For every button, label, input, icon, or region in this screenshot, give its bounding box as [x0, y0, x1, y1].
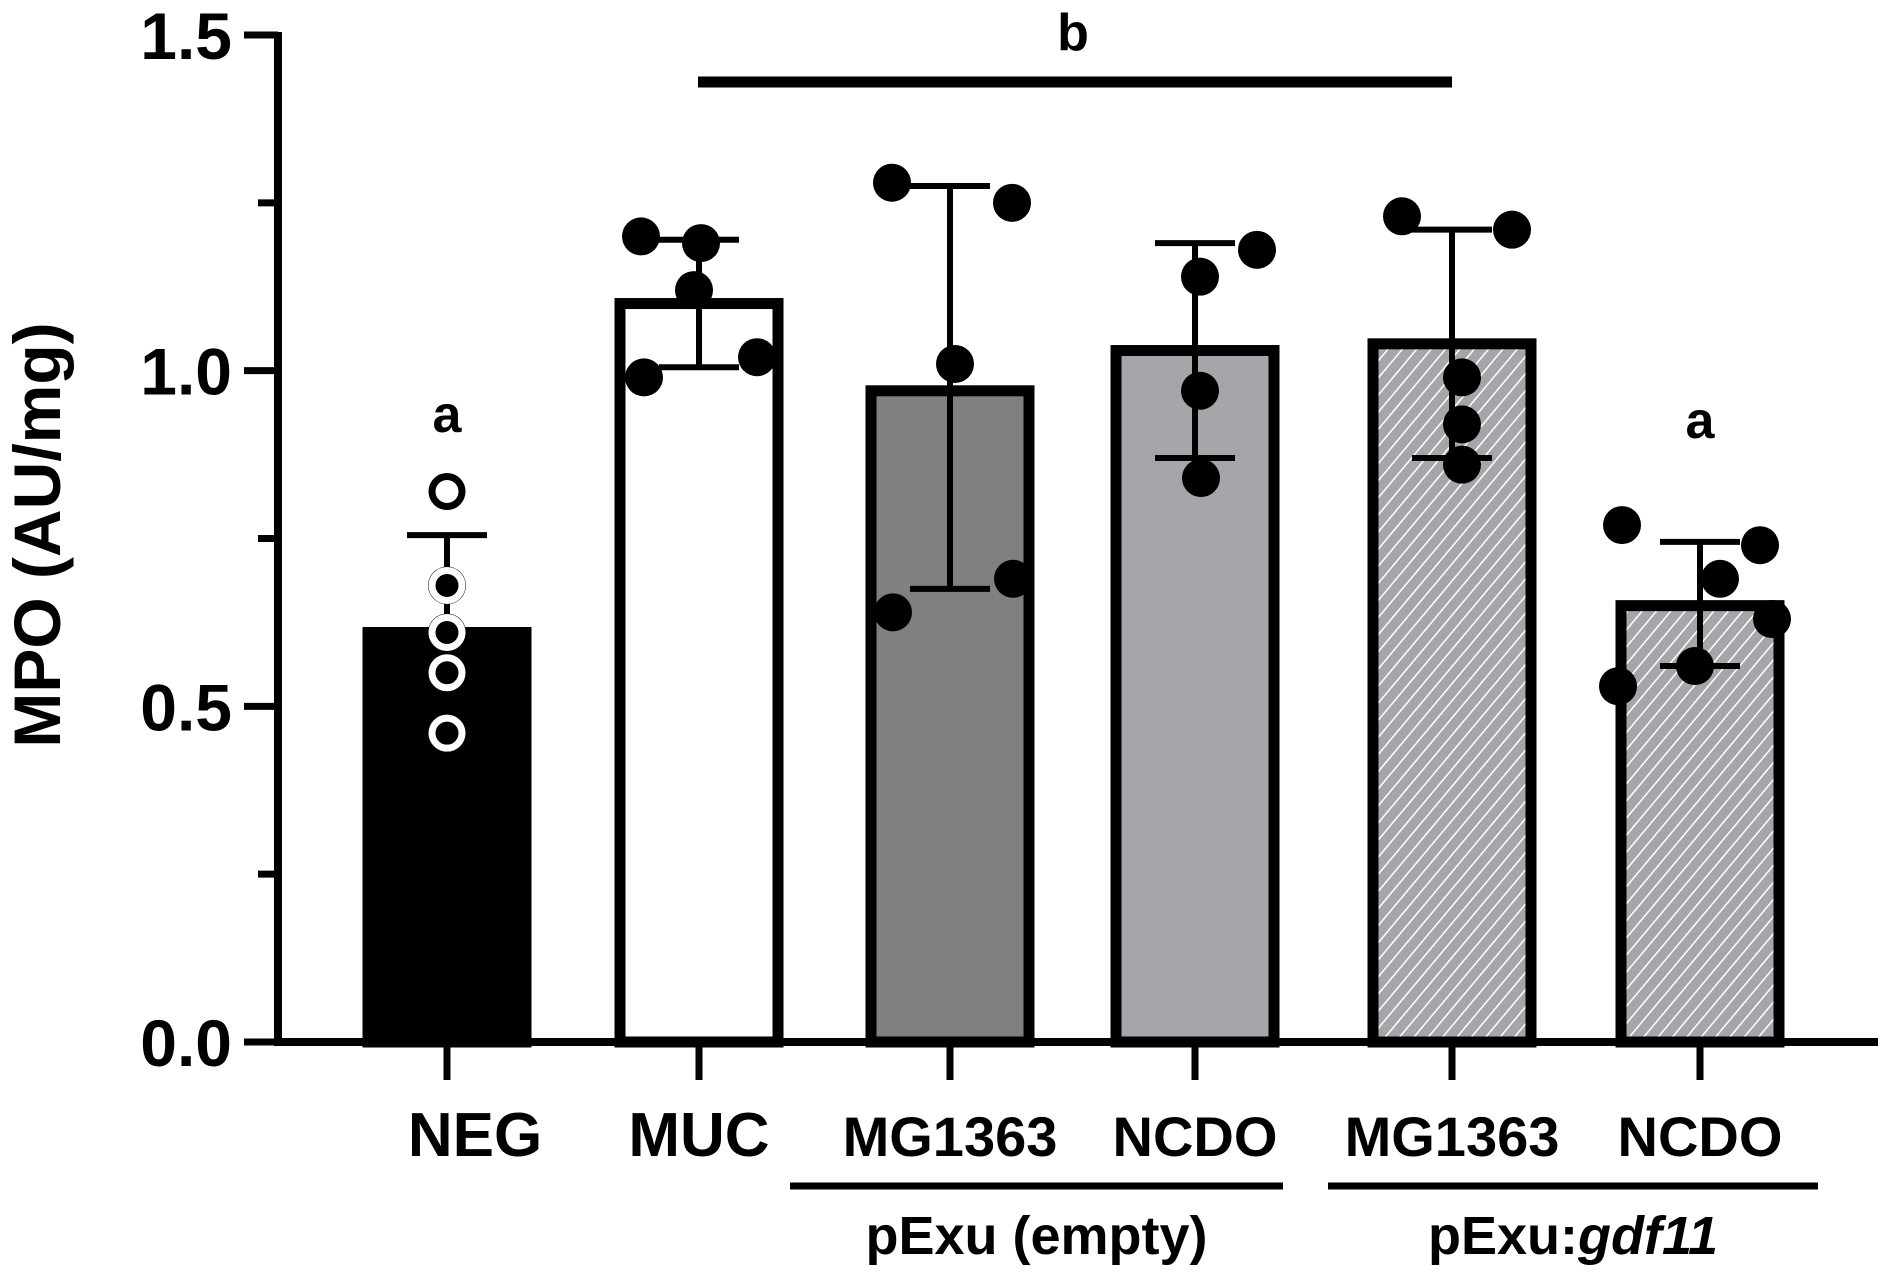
y-tick-label-2: 1.0 — [140, 335, 232, 409]
y-tick-label-0: 0.0 — [140, 1006, 232, 1080]
data-point-4-0 — [1383, 197, 1421, 236]
bar-1 — [614, 298, 784, 1048]
group-label-1: pExu:gdf11 — [1428, 1206, 1718, 1266]
data-point-1-4 — [625, 358, 663, 397]
data-point-1-2 — [675, 271, 713, 310]
data-point-2-4 — [874, 593, 912, 632]
data-point-4-3 — [1443, 405, 1481, 444]
data-point-1-0 — [622, 217, 660, 256]
data-point-ring-0-1 — [428, 566, 466, 604]
bar-5 — [1615, 600, 1785, 1048]
x-tick-label-4: MG1363 — [1345, 1105, 1560, 1168]
data-point-3-1 — [1181, 257, 1219, 296]
data-point-3-3 — [1182, 459, 1220, 498]
x-tick-label-0: NEG — [408, 1101, 542, 1170]
data-point-ring-0-4 — [428, 714, 466, 752]
data-point-3-0 — [1238, 230, 1276, 269]
data-point-ring-0-0 — [428, 473, 466, 511]
data-point-5-4 — [1676, 647, 1714, 686]
bar-0 — [362, 626, 532, 1048]
data-point-5-1 — [1741, 526, 1779, 565]
y-axis-title: MPO (AU/mg) — [0, 322, 74, 747]
data-point-4-2 — [1443, 358, 1481, 397]
group-label-0: pExu (empty) — [865, 1206, 1207, 1266]
significance-letter-1: b — [1057, 4, 1089, 62]
significance-letter-0: a — [433, 386, 463, 444]
group-label-italic-1: gdf11 — [1577, 1206, 1718, 1266]
data-point-2-0 — [873, 163, 911, 202]
data-point-5-2 — [1701, 559, 1739, 598]
group-label-main-0: pExu (empty) — [865, 1206, 1207, 1266]
data-point-5-3 — [1753, 600, 1791, 639]
data-point-2-2 — [936, 344, 974, 383]
data-point-5-5 — [1599, 667, 1637, 706]
x-tick-label-1: MUC — [628, 1101, 769, 1170]
data-point-4-1 — [1493, 210, 1531, 249]
group-label-main-1: pExu: — [1428, 1206, 1578, 1266]
x-tick-label-5: NCDO — [1618, 1105, 1783, 1168]
data-point-ring-0-3 — [428, 654, 466, 692]
y-tick-label-1: 0.5 — [140, 670, 232, 744]
data-point-2-1 — [993, 183, 1031, 222]
x-tick-label-2: MG1363 — [843, 1105, 1058, 1168]
data-point-4-4 — [1443, 445, 1481, 484]
data-point-1-1 — [682, 224, 720, 263]
y-tick-label-3: 1.5 — [140, 0, 232, 73]
data-point-2-3 — [994, 559, 1032, 598]
data-point-3-2 — [1181, 371, 1219, 410]
data-point-ring-0-2 — [428, 613, 466, 651]
significance-letter-2: a — [1686, 392, 1716, 450]
data-point-5-0 — [1603, 506, 1641, 545]
data-point-1-3 — [738, 338, 776, 377]
x-tick-label-3: NCDO — [1113, 1105, 1278, 1168]
